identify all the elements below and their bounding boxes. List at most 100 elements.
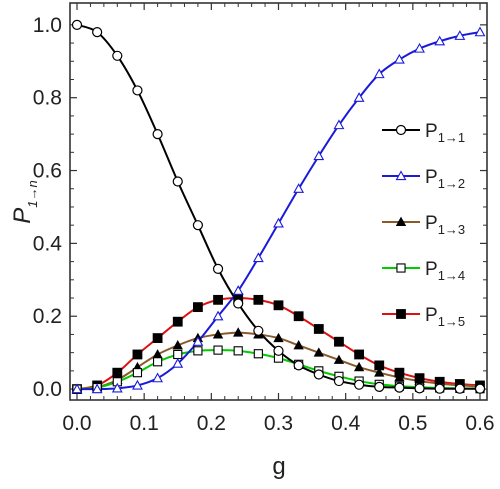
data-point-series-3	[172, 340, 183, 350]
data-point-series-3	[293, 340, 304, 350]
data-point-series-1	[374, 381, 385, 392]
data-point-series-2	[293, 183, 305, 193]
data-point-series-1	[233, 298, 244, 309]
data-point-series-1	[152, 129, 163, 140]
legend-label-main: P	[425, 167, 438, 188]
x-tick-label: 0.1	[130, 412, 159, 435]
y-tick-label: 0.6	[33, 160, 62, 183]
data-point-series-5	[273, 300, 284, 311]
data-point-series-5	[132, 349, 143, 360]
legend-label-3: P1→3	[425, 213, 465, 237]
data-point-series-5	[334, 336, 344, 347]
series-markers	[71, 19, 486, 394]
legend-label-main: P	[425, 259, 438, 280]
legend-marker-1	[395, 124, 407, 136]
data-point-series-1	[434, 383, 445, 394]
data-point-series-2	[333, 119, 345, 130]
data-point-series-3	[374, 367, 385, 377]
data-point-series-1	[132, 85, 143, 96]
y-tick-label: 1.0	[33, 14, 62, 37]
data-point-series-2	[91, 383, 103, 394]
legend-label-subscript: 1→5	[438, 314, 465, 329]
data-point-series-2	[192, 336, 204, 346]
data-point-series-5	[172, 316, 183, 327]
data-point-series-1	[71, 19, 83, 30]
y-axis-label-main: P	[9, 208, 36, 224]
data-point-series-2	[373, 68, 385, 79]
data-point-series-1	[474, 383, 486, 394]
y-tick-label: 0.8	[33, 87, 62, 110]
data-point-series-4	[132, 368, 143, 378]
y-axis-label-group: P1→n	[9, 180, 40, 223]
data-point-series-4	[193, 346, 203, 356]
data-point-series-2	[252, 252, 264, 263]
legend-label-subscript: 1→1	[438, 130, 465, 145]
data-point-series-1	[253, 325, 264, 336]
data-point-series-2	[313, 150, 325, 161]
legend-marker-2	[395, 170, 407, 181]
y-tick-label: 0.4	[33, 232, 63, 255]
x-axis-label: g	[272, 453, 285, 480]
y-tick-label: 0.0	[33, 378, 62, 401]
legend-label-main: P	[425, 305, 438, 326]
data-point-series-3	[333, 354, 345, 364]
data-point-series-1	[92, 27, 103, 38]
x-tick-label: 0.0	[62, 412, 91, 435]
data-point-series-1	[414, 383, 425, 394]
data-point-series-2	[172, 357, 184, 368]
legend-label-subscript: 1→3	[438, 222, 465, 237]
data-point-series-5	[354, 349, 365, 360]
x-tick-label: 0.6	[465, 412, 494, 435]
y-axis-label-subscript: 1→n	[25, 180, 40, 207]
legend-label-main: P	[425, 121, 438, 142]
data-point-series-2	[454, 30, 466, 40]
legend-label-4: P1→4	[425, 259, 465, 283]
data-point-series-5	[253, 294, 264, 305]
data-point-series-1	[273, 345, 284, 356]
data-point-series-3	[273, 332, 284, 343]
data-point-series-5	[313, 324, 324, 334]
data-point-series-4	[153, 357, 163, 367]
data-point-series-4	[173, 349, 183, 360]
data-point-series-5	[192, 302, 203, 313]
legend-marker-3	[395, 216, 407, 227]
data-point-series-1	[172, 176, 183, 187]
data-point-series-2	[414, 42, 425, 53]
data-point-series-5	[293, 311, 304, 322]
data-point-series-1	[293, 360, 304, 371]
data-point-series-3	[212, 329, 224, 339]
x-tick-label: 0.5	[398, 412, 427, 435]
data-point-series-3	[313, 347, 324, 357]
data-point-series-2	[71, 383, 83, 394]
data-point-series-5	[213, 294, 223, 305]
data-point-series-3	[394, 372, 405, 382]
data-point-series-1	[112, 50, 123, 61]
data-point-series-4	[213, 345, 223, 355]
data-point-series-1	[394, 382, 405, 393]
legend-label-5: P1→5	[425, 305, 465, 329]
legend-label-main: P	[425, 213, 438, 234]
data-point-series-1	[454, 383, 465, 394]
data-point-series-1	[212, 263, 224, 274]
legend-label-subscript: 1→4	[438, 268, 465, 283]
data-point-series-1	[333, 375, 345, 387]
x-tick-label: 0.2	[197, 412, 226, 435]
data-point-series-2	[212, 310, 224, 321]
legend-label-1: P1→1	[425, 121, 465, 145]
data-point-series-2	[111, 382, 123, 393]
x-tick-label: 0.3	[264, 412, 293, 435]
data-point-series-2	[393, 53, 405, 64]
data-point-series-1	[354, 379, 365, 390]
legend-label-2: P1→2	[425, 167, 465, 191]
data-point-series-2	[434, 35, 446, 46]
legend-marker-4	[396, 263, 406, 273]
data-point-series-2	[232, 285, 244, 295]
data-point-series-3	[233, 327, 244, 337]
data-point-series-2	[152, 372, 164, 383]
legend: P1→1P1→2P1→3P1→4P1→5	[382, 121, 465, 329]
data-point-series-4	[233, 346, 243, 356]
data-point-series-2	[353, 92, 365, 102]
legend-marker-5	[396, 309, 406, 319]
